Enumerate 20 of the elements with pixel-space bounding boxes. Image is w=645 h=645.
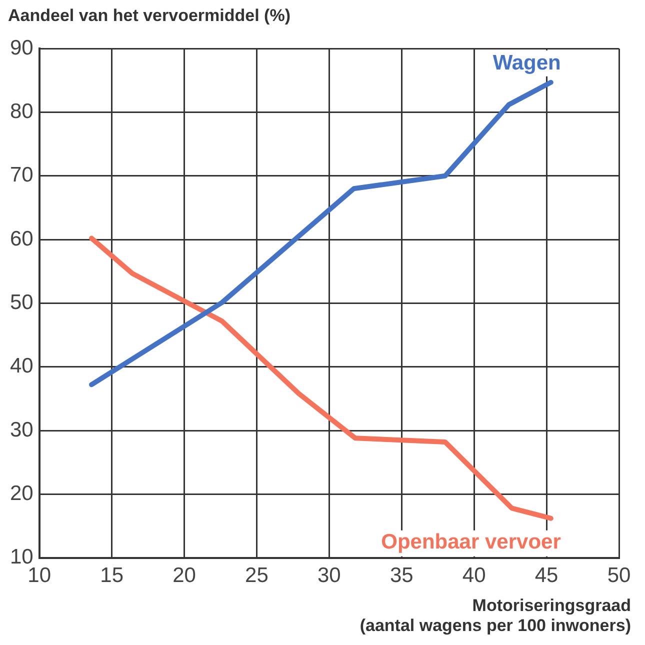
y-tick-label: 50 xyxy=(10,290,34,314)
series-label: Openbaar vervoer xyxy=(381,530,561,554)
x-tick-label: 15 xyxy=(100,564,124,588)
y-tick-label: 70 xyxy=(10,164,34,187)
x-tick-label: 25 xyxy=(245,564,268,588)
x-tick-label: 40 xyxy=(462,564,486,588)
y-tick-label: 40 xyxy=(10,354,34,378)
y-axis-title: Aandeel van het vervoermiddel (%) xyxy=(8,6,290,26)
y-tick-label: 30 xyxy=(10,418,34,442)
x-tick-label: 45 xyxy=(534,564,558,588)
x-tick-label: 50 xyxy=(607,564,631,588)
x-tick-label: 30 xyxy=(318,564,341,588)
x-tick-label: 35 xyxy=(390,564,414,588)
y-tick-label: 20 xyxy=(10,482,34,505)
series-label: Wagen xyxy=(492,52,561,75)
y-tick-label: 60 xyxy=(10,227,34,250)
y-tick-label: 80 xyxy=(10,100,34,124)
x-tick-label: 20 xyxy=(172,564,196,588)
x-axis-title: Motoriseringsgraad (aantal wagens per 100 inwoners) xyxy=(360,596,631,636)
y-tick-label: 90 xyxy=(10,36,34,60)
